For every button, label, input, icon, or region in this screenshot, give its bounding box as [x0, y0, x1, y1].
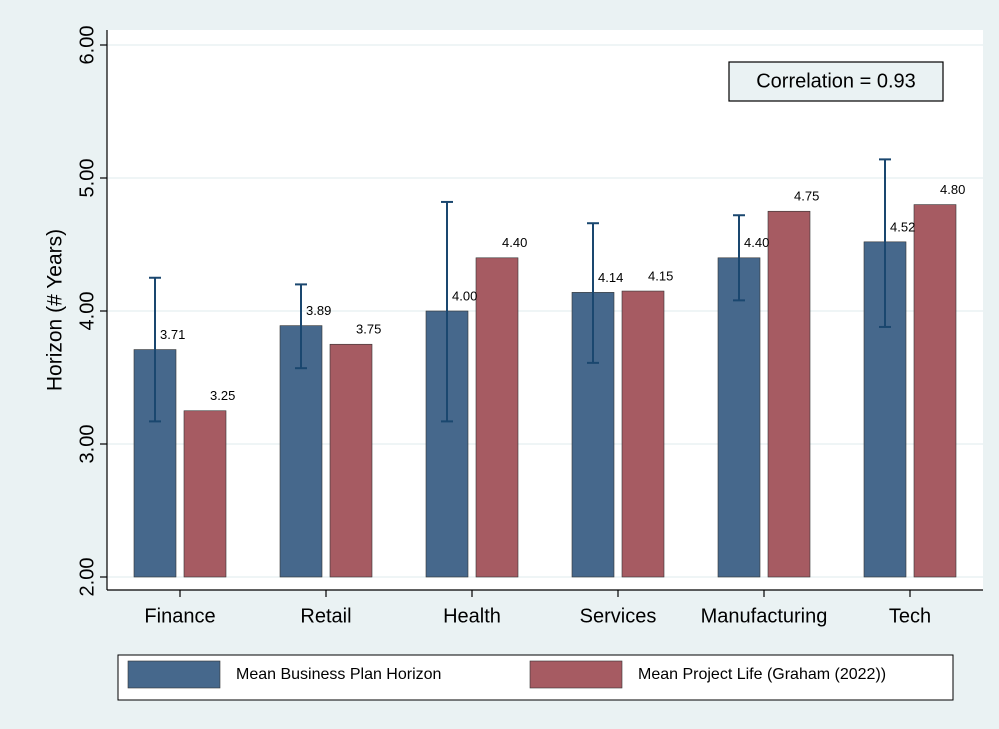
y-tick-label: 5.00 [76, 159, 98, 198]
bar [621, 290, 665, 578]
bar [329, 343, 373, 578]
error-bar [295, 283, 307, 370]
data-label: 4.80 [940, 182, 965, 197]
y-tick-label: 6.00 [76, 26, 98, 65]
x-tick-label: Tech [889, 605, 931, 627]
data-label: 3.75 [356, 322, 381, 337]
y-tick-label: 2.00 [76, 558, 98, 597]
bar [475, 257, 519, 578]
bar [183, 410, 227, 578]
data-label: 4.75 [794, 189, 819, 204]
marks [133, 158, 957, 578]
data-label: 4.40 [744, 235, 769, 250]
data-label: 4.52 [890, 219, 915, 234]
error-bar [441, 200, 453, 423]
y-tick-label: 4.00 [76, 292, 98, 331]
x-tick-label: Services [580, 605, 657, 627]
error-bar [587, 222, 599, 364]
data-label: 4.40 [502, 235, 527, 250]
y-axis-label: Horizon (# Years) [44, 229, 67, 391]
data-label: 3.71 [160, 327, 185, 342]
y-tick-label: 3.00 [76, 425, 98, 464]
data-label: 3.89 [306, 303, 331, 318]
annotation-box [728, 61, 944, 102]
legend-label: Mean Project Life (Graham (2022)) [638, 666, 886, 683]
bar [717, 257, 761, 578]
bar [767, 210, 811, 578]
bar [913, 204, 957, 578]
error-bar [879, 158, 891, 328]
legend-swatch [529, 660, 623, 689]
x-tick-label: Manufacturing [701, 605, 828, 627]
error-bar [149, 276, 161, 423]
x-tick-label: Health [443, 605, 501, 627]
data-label: 4.00 [452, 288, 477, 303]
x-tick-label: Retail [300, 605, 351, 627]
legend-swatch [127, 660, 221, 689]
annotation: Correlation = 0.93 [756, 70, 916, 92]
grid [107, 44, 983, 578]
data-label: 3.25 [210, 388, 235, 403]
error-bar [733, 214, 745, 302]
plot-area [107, 30, 983, 590]
x-tick-label: Finance [144, 605, 215, 627]
data-label: 4.15 [648, 268, 673, 283]
legend-label: Mean Business Plan Horizon [236, 666, 441, 683]
data-label: 4.14 [598, 270, 623, 285]
